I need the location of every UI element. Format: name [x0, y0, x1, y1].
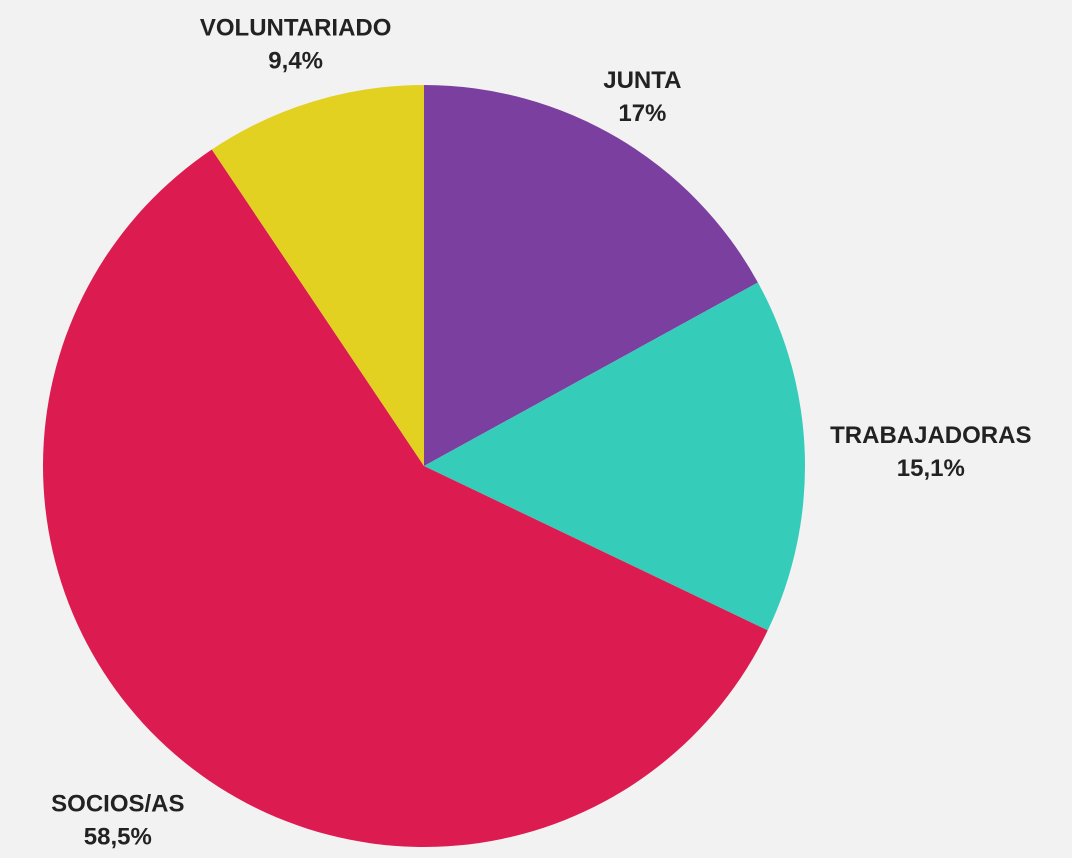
pie-slice: [424, 85, 758, 466]
slice-value-label: 9,4%: [268, 47, 323, 74]
pie-slice: [424, 282, 805, 631]
slice-value-label: 17%: [618, 100, 666, 127]
slice-value-label: 15,1%: [897, 455, 965, 482]
slice-label: VOLUNTARIADO: [200, 14, 392, 41]
slice-value-label: 58,5%: [84, 823, 152, 850]
slice-label: JUNTA: [603, 67, 681, 94]
slice-label: TRABAJADORAS: [830, 422, 1031, 449]
slice-label: SOCIOS/AS: [51, 790, 184, 817]
pie-slice: [43, 149, 768, 847]
pie-slice: [211, 85, 424, 466]
